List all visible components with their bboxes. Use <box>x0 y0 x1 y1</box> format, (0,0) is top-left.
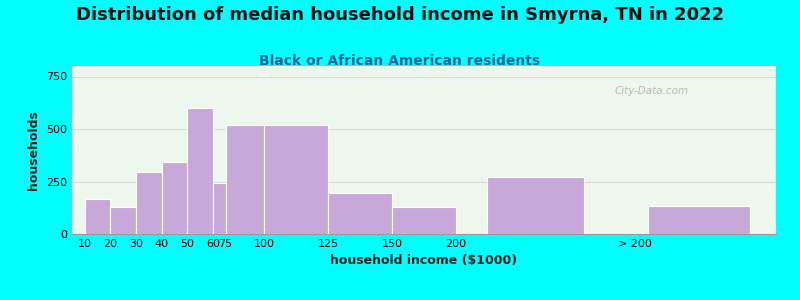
Y-axis label: households: households <box>27 110 41 190</box>
Bar <box>213 182 226 234</box>
Bar <box>486 177 584 234</box>
Bar <box>226 125 264 234</box>
Bar <box>392 207 456 234</box>
Text: Black or African American residents: Black or African American residents <box>259 54 541 68</box>
Bar <box>162 161 187 234</box>
Bar <box>328 193 392 234</box>
Bar <box>136 172 162 234</box>
Bar <box>85 200 110 234</box>
X-axis label: household income ($1000): household income ($1000) <box>330 254 518 267</box>
Text: Distribution of median household income in Smyrna, TN in 2022: Distribution of median household income … <box>76 6 724 24</box>
Bar <box>648 206 750 234</box>
Bar <box>110 207 136 234</box>
Bar <box>187 108 213 234</box>
Bar <box>264 125 328 234</box>
Text: City-Data.com: City-Data.com <box>614 86 688 96</box>
